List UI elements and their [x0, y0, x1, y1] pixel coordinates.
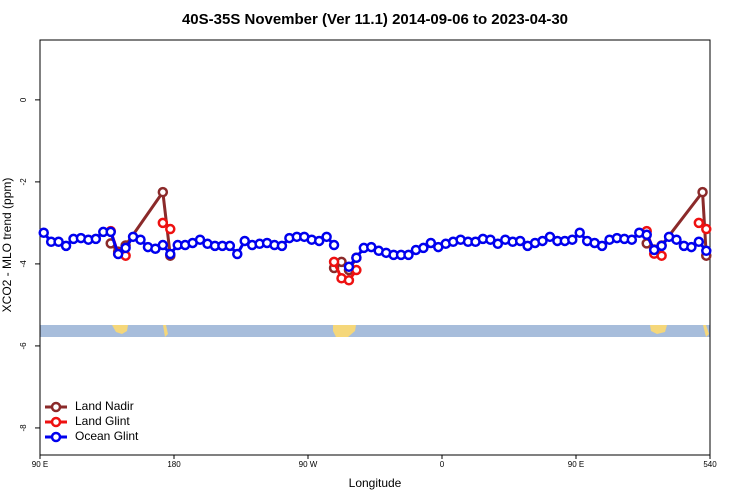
x-axis-label: Longitude: [349, 476, 402, 490]
legend-marker: [50, 401, 62, 413]
data-point: [328, 239, 340, 251]
data-point: [53, 236, 64, 248]
y-tick-label: -4: [19, 260, 28, 268]
data-point: [701, 245, 712, 257]
map-strip: [40, 325, 710, 337]
data-point: [403, 249, 414, 261]
x-tick-label: 180: [167, 460, 181, 469]
y-tick-label: -6: [19, 342, 28, 350]
data-point: [596, 240, 608, 252]
legend-label: Land Glint: [75, 414, 130, 428]
data-point: [157, 186, 169, 198]
data-point: [343, 261, 355, 273]
land-nz: [163, 325, 168, 337]
data-point: [514, 235, 526, 247]
data-point: [567, 234, 578, 245]
land-australia: [112, 325, 128, 334]
data-point: [135, 234, 146, 245]
data-point: [537, 235, 548, 247]
data-point: [194, 234, 206, 245]
data-point: [697, 186, 708, 198]
data-point: [656, 250, 667, 261]
data-point: [693, 217, 705, 229]
legend-marker: [50, 416, 62, 428]
data-point: [276, 240, 288, 252]
land-australia: [650, 325, 667, 334]
x-tick-label: 0: [440, 460, 445, 469]
data-point: [418, 242, 429, 254]
ocean-strip: [40, 325, 710, 337]
legend-label: Land Nadir: [75, 399, 134, 413]
data-point: [701, 223, 712, 235]
data-point: [492, 238, 504, 250]
data-point: [343, 275, 355, 286]
data-point: [574, 227, 585, 238]
data-point: [112, 248, 124, 260]
data-point: [693, 236, 705, 248]
data-point: [686, 241, 697, 253]
data-point: [544, 231, 556, 243]
x-tick-label: 90 E: [568, 460, 584, 469]
data-point: [626, 234, 638, 245]
data-point: [648, 244, 660, 256]
data-point: [105, 226, 116, 238]
data-point: [224, 240, 236, 252]
y-tick-label: -2: [19, 178, 28, 186]
data-point: [328, 256, 340, 268]
land-south-america: [333, 325, 356, 337]
y-axis-label: XCO2 - MLO trend (ppm): [0, 178, 14, 313]
data-point: [321, 231, 332, 243]
legend-marker: [50, 431, 62, 443]
data-point: [232, 248, 243, 260]
data-point: [165, 248, 176, 260]
data-point: [60, 240, 72, 252]
land-nz: [703, 325, 709, 337]
data-point: [313, 235, 325, 247]
data-point: [239, 235, 250, 247]
data-point: [671, 234, 682, 245]
chart-title: 40S-35S November (Ver 11.1) 2014-09-06 t…: [182, 11, 568, 28]
y-tick-label: -8: [19, 424, 28, 432]
data-point: [157, 217, 169, 229]
data-point: [90, 233, 102, 245]
data-point: [641, 229, 652, 241]
x-tick-label: 90 E: [32, 460, 48, 469]
data-point: [165, 223, 176, 235]
data-point: [425, 237, 437, 249]
data-point: [120, 242, 131, 254]
data-point: [656, 240, 667, 252]
y-tick-label: 0: [19, 97, 28, 102]
x-tick-label: 90 W: [299, 460, 318, 469]
x-tick-label: 540: [703, 460, 717, 469]
data-point: [157, 239, 169, 251]
legend-label: Ocean Glint: [75, 429, 139, 443]
data-point: [38, 227, 49, 238]
data-point: [351, 252, 362, 264]
data-point: [485, 234, 496, 245]
